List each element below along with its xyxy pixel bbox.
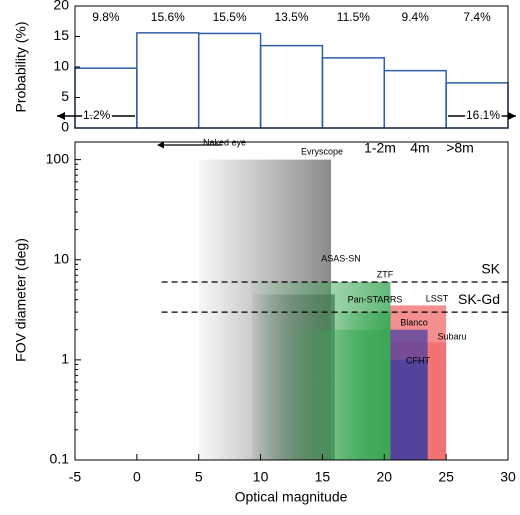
value-label: 7.4% bbox=[463, 10, 491, 24]
x-tick-label: 15 bbox=[315, 469, 331, 485]
histogram-bar bbox=[259, 44, 324, 129]
x-tick-label: 20 bbox=[376, 469, 392, 485]
arrow-head bbox=[508, 112, 516, 120]
y-tick-label: 0.1 bbox=[50, 451, 70, 467]
legend-entry: 4m bbox=[410, 140, 429, 156]
y-tick-label: 100 bbox=[46, 150, 70, 166]
histogram-bar bbox=[383, 69, 447, 129]
arrow-head bbox=[57, 112, 65, 120]
value-label: 15.6% bbox=[151, 10, 185, 24]
arrow-head bbox=[157, 141, 164, 149]
telescope-label: Pan-STARRS bbox=[348, 294, 403, 304]
reference-label: SK-Gd bbox=[458, 291, 500, 307]
histogram-bar bbox=[321, 57, 386, 129]
x-tick-label: 5 bbox=[195, 469, 203, 485]
y-tick-label: 15 bbox=[53, 27, 69, 43]
panel-frame bbox=[74, 5, 509, 129]
top-y-label: Probability (%) bbox=[13, 21, 29, 112]
y-tick-label: 20 bbox=[53, 0, 69, 13]
telescope-label: LSST bbox=[426, 293, 449, 303]
x-tick-label: 25 bbox=[438, 469, 454, 485]
x-label: Optical magnitude bbox=[235, 489, 348, 505]
histogram-bar bbox=[197, 32, 262, 129]
y-tick-label: 5 bbox=[61, 88, 69, 104]
y-tick-label: 10 bbox=[53, 58, 69, 74]
panel-frame bbox=[74, 141, 509, 461]
telescope-label: Blanco bbox=[400, 317, 428, 327]
telescope-label: Evryscope bbox=[301, 146, 343, 156]
telescope-region bbox=[289, 329, 391, 460]
y-tick-label: 10 bbox=[53, 250, 69, 266]
telescope-label: ASAS-SN bbox=[321, 253, 361, 263]
value-label: 13.5% bbox=[274, 10, 308, 24]
y-tick-label: 0 bbox=[61, 119, 69, 135]
legend-entry: 1-2m bbox=[364, 140, 396, 156]
tail-label: 1.2% bbox=[83, 108, 111, 122]
telescope-label: ZTF bbox=[377, 269, 394, 279]
telescope-label: Subaru bbox=[437, 331, 466, 341]
tail-label: 16.1% bbox=[466, 108, 500, 122]
x-tick-label: 30 bbox=[500, 469, 516, 485]
histogram-bar bbox=[136, 32, 200, 129]
bottom-y-label: FOV diameter (deg) bbox=[13, 238, 29, 362]
value-label: 11.5% bbox=[337, 10, 370, 24]
x-tick-label: 10 bbox=[253, 469, 269, 485]
y-tick-label: 1 bbox=[61, 351, 69, 367]
x-tick-label: -5 bbox=[69, 469, 82, 485]
x-tick-label: 0 bbox=[133, 469, 141, 485]
telescope-label: CFHT bbox=[406, 355, 430, 365]
value-label: 15.5% bbox=[213, 10, 247, 24]
telescope-region bbox=[390, 359, 428, 460]
legend-entry: >8m bbox=[446, 140, 474, 156]
value-label: 9.8% bbox=[92, 10, 120, 24]
value-label: 9.4% bbox=[402, 10, 430, 24]
reference-label: SK bbox=[481, 261, 500, 277]
